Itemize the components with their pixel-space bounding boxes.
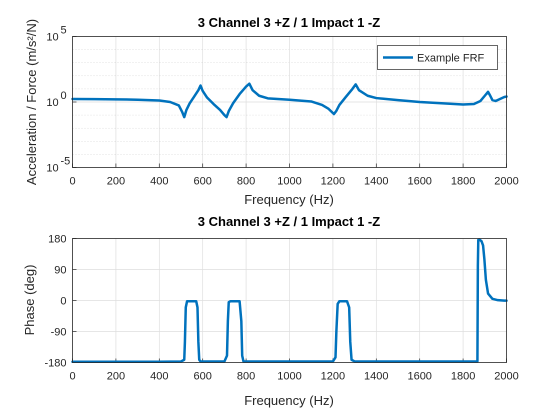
- magnitude-x-tick-label: 800: [237, 176, 255, 188]
- phase-y-tick-label: 180: [48, 234, 66, 246]
- phase-x-tick-label: 800: [237, 371, 255, 383]
- phase-x-tick-label: 2000: [494, 371, 518, 383]
- phase-x-tick-label: 0: [69, 371, 75, 383]
- magnitude-y-tick-label: 10: [46, 32, 58, 44]
- magnitude-series-line: [71, 82, 508, 119]
- phase-axes-box: [72, 238, 507, 363]
- magnitude-ylabel: Acceleration / Force (m/s²/N): [24, 19, 39, 185]
- magnitude-x-tick-label: 1600: [407, 176, 431, 188]
- phase-xlabel: Frequency (Hz): [244, 393, 334, 408]
- magnitude-y-tick-label: 10: [46, 97, 58, 109]
- legend: Example FRF: [377, 45, 498, 70]
- phase-x-tick-label: 1600: [407, 371, 431, 383]
- phase-y-tick-label: 0: [60, 296, 66, 308]
- magnitude-x-tick-label: 1200: [321, 176, 345, 188]
- magnitude-title: 3 Channel 3 +Z / 1 Impact 1 -Z: [198, 15, 380, 30]
- magnitude-y-tick-exponent: -5: [61, 156, 71, 168]
- magnitude-y-tick-exponent: 0: [61, 90, 67, 102]
- phase-title: 3 Channel 3 +Z / 1 Impact 1 -Z: [198, 214, 380, 229]
- magnitude-y-tick-label: 10: [46, 163, 58, 175]
- phase-y-tick-label: 90: [54, 265, 66, 277]
- phase-ylabel: Phase (deg): [22, 265, 37, 336]
- magnitude-axes: 3 Channel 3 +Z / 1 Impact 1 -Z 0 200 400 60…: [24, 15, 519, 207]
- magnitude-x-tick-label: 0: [69, 176, 75, 188]
- magnitude-x-tick-label: 600: [194, 176, 212, 188]
- phase-y-tick-label: -180: [44, 358, 66, 370]
- phase-x-tick-label: 1400: [364, 371, 388, 383]
- magnitude-y-tick-exponent: 5: [61, 25, 67, 37]
- magnitude-x-tick-label: 1400: [364, 176, 388, 188]
- magnitude-x-tick-label: 2000: [494, 176, 518, 188]
- legend-entry-example-frf: Example FRF: [417, 53, 485, 65]
- phase-x-tick-label: 200: [107, 371, 125, 383]
- phase-y-tick-label: -90: [51, 327, 67, 339]
- magnitude-x-tick-label: 400: [150, 176, 168, 188]
- phase-x-tick-label: 400: [150, 371, 168, 383]
- phase-x-tick-label: 600: [194, 371, 212, 383]
- magnitude-x-tick-label: 1000: [277, 176, 301, 188]
- magnitude-xlabel: Frequency (Hz): [244, 192, 334, 207]
- magnitude-x-tick-label: 200: [107, 176, 125, 188]
- magnitude-x-tick-label: 1800: [451, 176, 475, 188]
- phase-x-tick-label: 1000: [277, 371, 301, 383]
- phase-x-tick-label: 1800: [451, 371, 475, 383]
- phase-x-tick-label: 1200: [321, 371, 345, 383]
- phase-series-line: [71, 238, 508, 364]
- magnitude-axes-box: [72, 36, 507, 168]
- phase-axes: 3 Channel 3 +Z / 1 Impact 1 -Z 0 200 400 60…: [22, 214, 519, 408]
